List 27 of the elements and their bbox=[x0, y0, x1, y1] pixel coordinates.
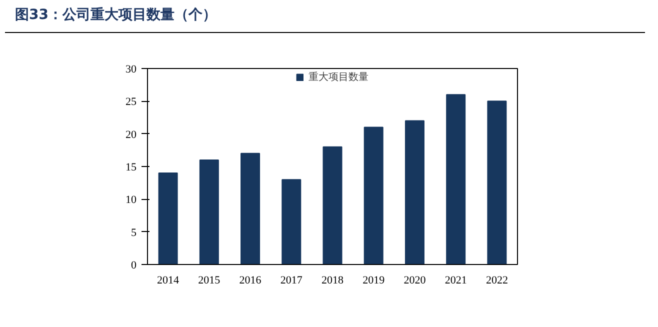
y-tick-label: 5 bbox=[131, 226, 137, 239]
x-tick-label: 2020 bbox=[404, 274, 426, 286]
bar bbox=[364, 126, 384, 264]
bar bbox=[240, 152, 260, 264]
y-tick-label: 25 bbox=[126, 96, 137, 108]
y-tick-label: 20 bbox=[126, 128, 137, 141]
y-tick-label: 15 bbox=[126, 162, 137, 174]
x-tick-label: 2017 bbox=[280, 274, 303, 286]
x-tick-label: 2014 bbox=[157, 274, 180, 286]
bar bbox=[446, 94, 466, 264]
y-tick-label: 0 bbox=[131, 260, 137, 272]
legend-label: 重大项目数量 bbox=[308, 70, 368, 84]
x-tick-label: 2019 bbox=[362, 274, 386, 286]
x-tick-label: 2022 bbox=[486, 274, 508, 286]
bar bbox=[158, 172, 178, 264]
x-tick-label: 2021 bbox=[444, 274, 467, 286]
bar bbox=[199, 159, 219, 264]
bar bbox=[487, 100, 507, 264]
x-tick-label: 2016 bbox=[239, 274, 262, 286]
bar bbox=[404, 120, 424, 264]
y-tick-label: 30 bbox=[126, 64, 137, 76]
y-tick-label: 10 bbox=[126, 194, 137, 206]
x-tick-label: 2018 bbox=[322, 274, 344, 286]
bar bbox=[282, 179, 302, 264]
chart-title: 图33：公司重大项目数量（个） bbox=[15, 6, 216, 25]
x-tick-label: 2015 bbox=[198, 274, 221, 286]
bar bbox=[322, 146, 342, 264]
